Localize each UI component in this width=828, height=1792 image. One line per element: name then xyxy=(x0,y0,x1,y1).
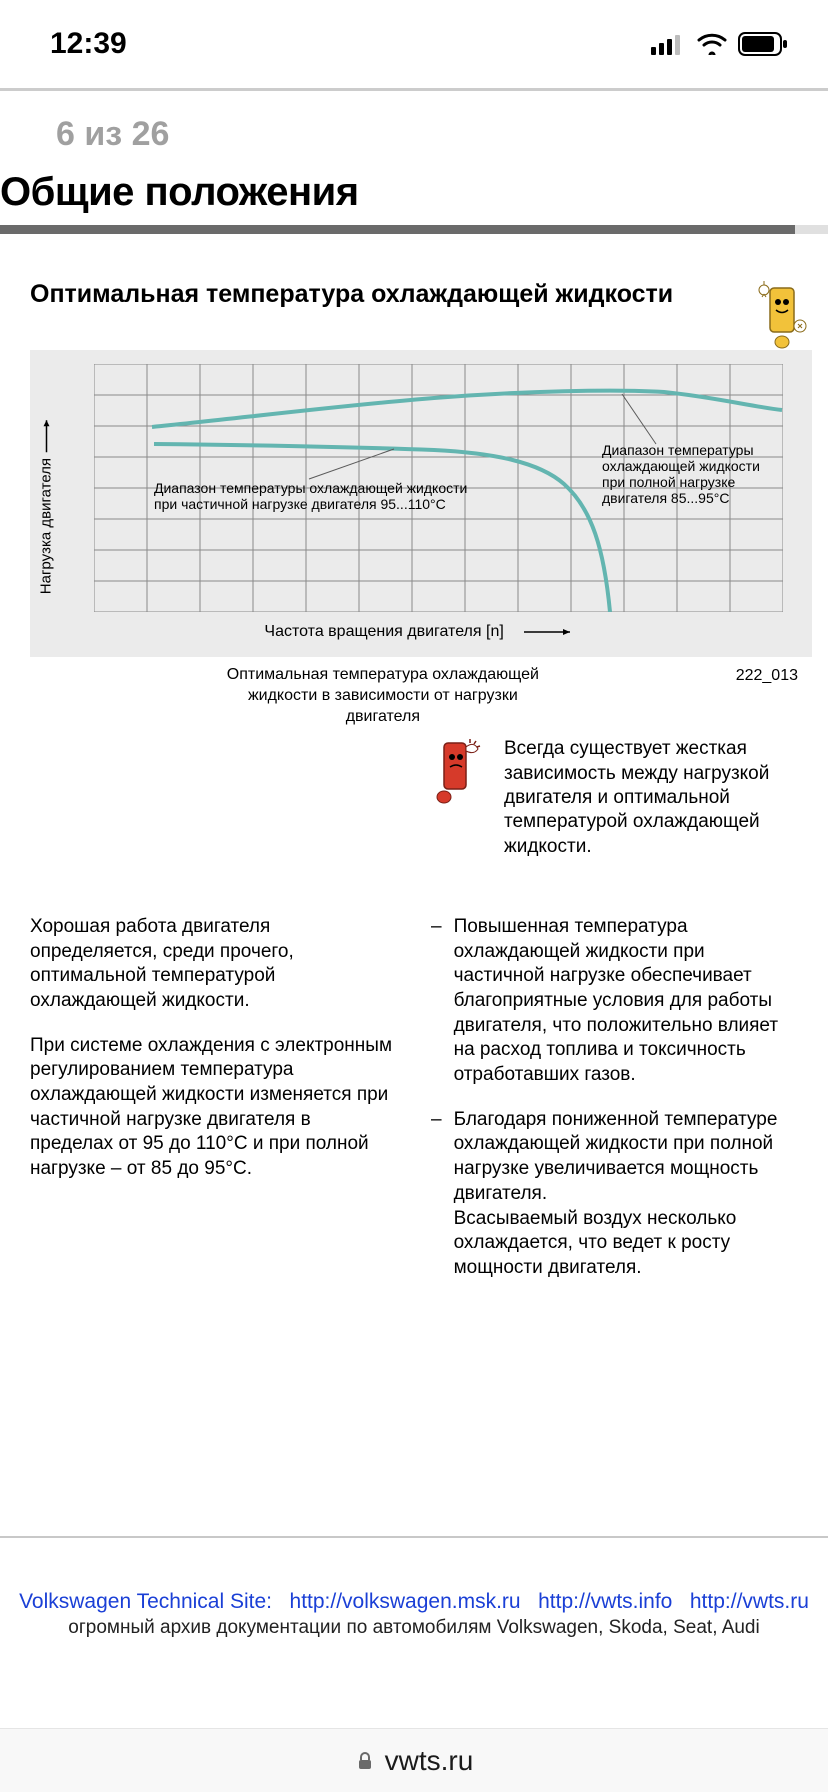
chart-caption: Оптимальная температура охлаждающей жидк… xyxy=(30,665,736,727)
body-columns: Хорошая работа двигателя определяется, с… xyxy=(0,859,828,1301)
right-column: – Повышенная температура охлаждающей жид… xyxy=(431,915,798,1301)
footer: Volkswagen Technical Site: http://volksw… xyxy=(0,1590,828,1639)
mascot-yellow-icon xyxy=(754,280,810,350)
body-paragraph: Хорошая работа двигателя определяется, с… xyxy=(30,915,397,1014)
chart-svg: Диапазон температуры охлаждающей жидкост… xyxy=(94,364,783,612)
bullet-item: – Повышенная температура охлаждающей жид… xyxy=(431,915,798,1088)
footer-link[interactable]: http://volkswagen.msk.ru xyxy=(290,1590,521,1613)
bullet-text: Благодаря пониженной температуре охлажда… xyxy=(454,1108,798,1281)
battery-icon xyxy=(738,32,788,56)
bullet-dash: – xyxy=(431,915,442,1088)
cellular-icon xyxy=(651,33,686,55)
mascot-red-icon xyxy=(430,737,486,807)
note-text: Всегда существует жесткая зависимость ме… xyxy=(504,737,798,859)
bullet-dash: – xyxy=(431,1108,442,1281)
url-domain: vwts.ru xyxy=(385,1745,474,1777)
chart-grid: Диапазон температуры охлаждающей жидкост… xyxy=(94,364,798,617)
heading-rule xyxy=(0,225,828,234)
section-title: Оптимальная температура охлаждающей жидк… xyxy=(0,280,673,327)
status-bar: 12:39 xyxy=(0,0,828,88)
status-right xyxy=(651,32,788,56)
bullet-text: Повышенная температура охлаждающей жидко… xyxy=(454,915,798,1088)
main-heading: Общие положения xyxy=(0,168,828,225)
chart-y-axis-label: Нагрузка двигателя xyxy=(38,413,55,593)
lock-icon xyxy=(355,1751,375,1771)
page-counter: 6 из 26 xyxy=(0,91,828,168)
footer-link[interactable]: http://vwts.ru xyxy=(690,1590,809,1613)
chart-panel: Нагрузка двигателя Диапазон температуры … xyxy=(30,350,812,657)
bullet-item: – Благодаря пониженной температуре охлаж… xyxy=(431,1108,798,1281)
body-paragraph: При системе охлаждения с электронным рег… xyxy=(30,1034,397,1182)
browser-url-bar[interactable]: vwts.ru xyxy=(0,1728,828,1792)
footer-links: Volkswagen Technical Site: http://volksw… xyxy=(0,1590,828,1614)
footer-separator xyxy=(0,1536,828,1538)
left-column: Хорошая работа двигателя определяется, с… xyxy=(30,915,397,1301)
figure-id: 222_013 xyxy=(736,665,798,685)
status-time: 12:39 xyxy=(50,27,127,61)
footer-subtext: огромный архив документации по автомобил… xyxy=(0,1617,828,1639)
chart-x-axis-label: Частота вращения двигателя [n] xyxy=(44,617,798,643)
footer-link[interactable]: http://vwts.info xyxy=(538,1590,672,1613)
wifi-icon xyxy=(696,33,728,55)
